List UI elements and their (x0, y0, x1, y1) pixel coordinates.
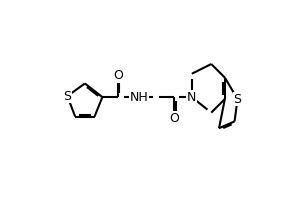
Text: O: O (169, 112, 179, 125)
Text: S: S (233, 93, 242, 106)
Text: NH: NH (130, 91, 149, 104)
Text: O: O (113, 69, 123, 82)
Text: N: N (187, 91, 196, 104)
Text: S: S (63, 90, 71, 103)
